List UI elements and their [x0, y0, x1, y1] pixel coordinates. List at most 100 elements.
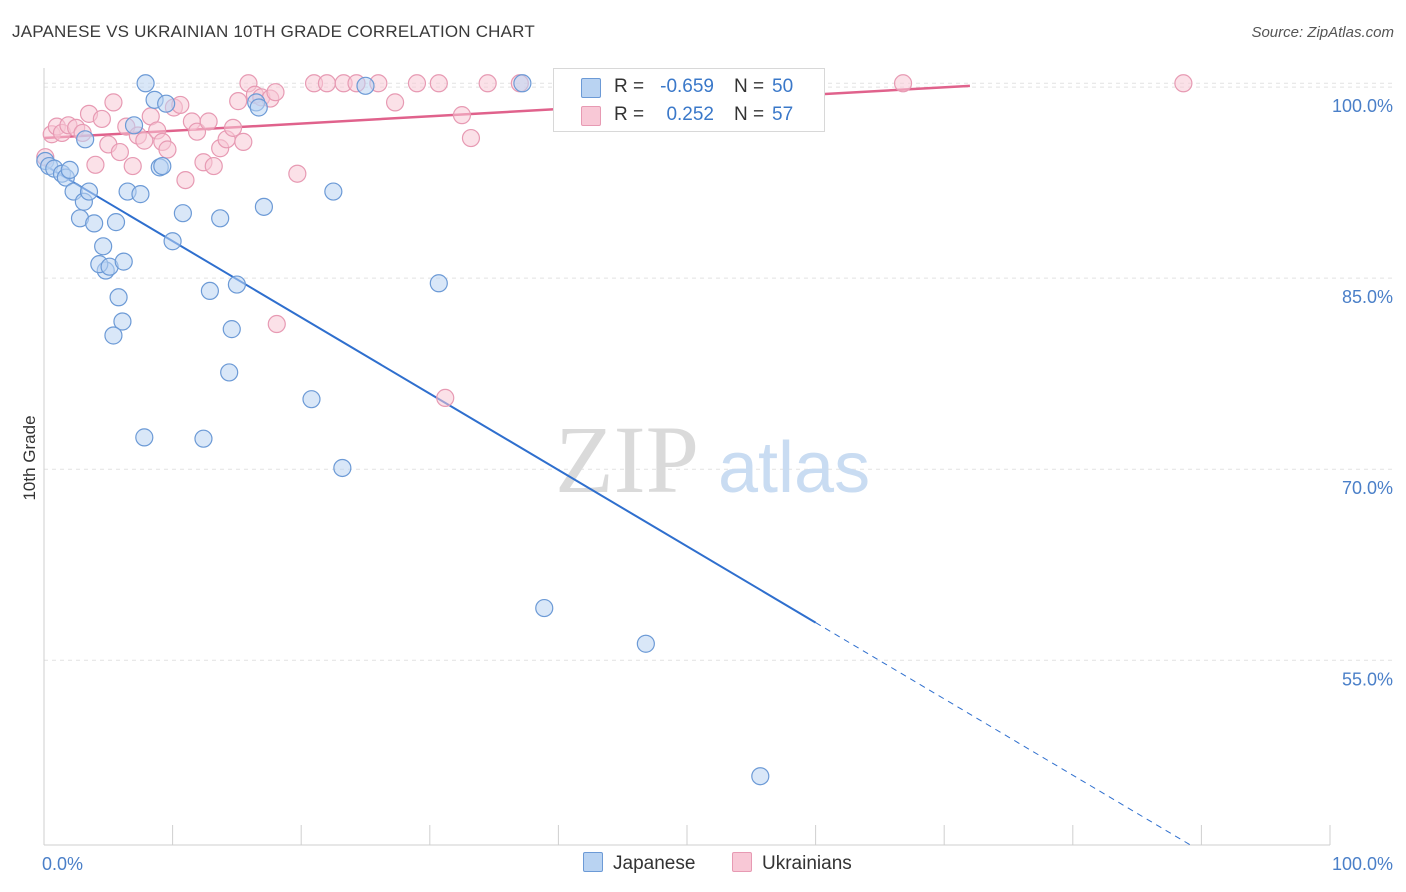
point-ukrainians — [204, 156, 223, 176]
japanese-swatch — [583, 852, 603, 872]
y-tick-label: 55.0% — [1342, 669, 1393, 689]
point-japanese — [220, 363, 239, 382]
legend-item-japanese[interactable]: Japanese — [583, 852, 695, 875]
ukrainian-swatch — [581, 106, 601, 126]
point-japanese — [124, 116, 144, 135]
point-japanese — [114, 252, 133, 271]
point-ukrainians — [478, 74, 497, 93]
point-japanese — [751, 767, 770, 786]
point-japanese — [60, 160, 79, 180]
y-tick-label: 85.0% — [1342, 287, 1393, 307]
point-japanese — [324, 182, 343, 201]
x-tick-label: 100.0% — [1332, 854, 1393, 874]
ukrainian-swatch — [732, 852, 752, 872]
y-tick-label: 100.0% — [1332, 96, 1393, 116]
point-ukrainians — [229, 92, 248, 111]
point-japanese — [429, 274, 448, 293]
point-japanese — [104, 326, 123, 345]
legend-row-ukrainians: R = 0.252 N = 57 — [554, 101, 824, 129]
point-ukrainians — [176, 170, 195, 190]
r-value: 0.252 — [666, 104, 714, 125]
point-japanese — [302, 390, 321, 409]
point-japanese — [79, 182, 99, 201]
point-ukrainians — [461, 128, 481, 148]
point-ukrainians — [452, 106, 472, 125]
point-japanese — [85, 214, 104, 233]
point-japanese — [136, 74, 155, 93]
tick-labels: 100.0% 85.0% 70.0% 55.0% 0.0% 100.0% — [42, 96, 1393, 874]
point-ukrainians — [199, 112, 218, 131]
watermark: ZIP atlas — [555, 406, 870, 513]
n-value: 50 — [772, 76, 794, 97]
point-japanese — [173, 204, 192, 223]
point-ukrainians — [123, 156, 142, 176]
point-japanese — [109, 288, 128, 307]
n-label: N = — [734, 104, 765, 125]
point-ukrainians — [104, 93, 123, 112]
y-axis-label: 10th Grade — [20, 415, 39, 500]
point-ukrainians — [187, 122, 207, 141]
point-ukrainians — [158, 140, 177, 159]
source-credit: Source: ZipAtlas.com — [1251, 24, 1394, 41]
legend-label-ukrainians: Ukrainians — [762, 853, 852, 874]
data-points — [36, 74, 1193, 786]
r-value: -0.659 — [660, 76, 714, 97]
point-japanese — [163, 232, 182, 251]
trend-line-japanese-extension — [815, 622, 1191, 846]
point-ukrainians — [288, 164, 307, 183]
point-ukrainians — [234, 132, 253, 151]
r-label: R = — [614, 76, 645, 97]
point-ukrainians — [893, 74, 913, 93]
point-ukrainians — [1174, 74, 1193, 93]
point-japanese — [227, 275, 246, 294]
trend-line-japanese — [43, 163, 817, 624]
point-japanese — [211, 209, 230, 228]
point-japanese — [356, 76, 375, 95]
chart-title: JAPANESE VS UKRAINIAN 10TH GRADE CORRELA… — [12, 22, 535, 41]
point-ukrainians — [267, 314, 286, 334]
point-japanese — [153, 156, 172, 176]
watermark-atlas: atlas — [718, 428, 870, 508]
point-japanese — [636, 634, 655, 653]
point-japanese — [249, 98, 268, 117]
point-japanese — [94, 237, 113, 256]
point-japanese — [200, 281, 219, 301]
point-ukrainians — [407, 74, 427, 93]
point-japanese — [254, 197, 274, 216]
x-tick-label: 0.0% — [42, 854, 83, 874]
point-ukrainians — [436, 388, 455, 408]
point-ukrainians — [110, 142, 129, 162]
n-label: N = — [734, 76, 765, 97]
point-ukrainians — [223, 118, 243, 137]
point-japanese — [535, 598, 554, 618]
point-japanese — [106, 213, 126, 232]
point-japanese — [194, 429, 213, 448]
point-japanese — [76, 130, 95, 149]
stats-legend: R = -0.659 N = 50 R = 0.252 N = 57 — [553, 68, 825, 132]
point-ukrainians — [92, 109, 111, 129]
legend-row-japanese: R = -0.659 N = 50 — [554, 73, 824, 101]
point-japanese — [131, 185, 150, 204]
point-japanese — [333, 458, 352, 478]
point-japanese — [513, 74, 532, 93]
point-ukrainians — [86, 155, 105, 174]
axes — [43, 68, 1331, 846]
point-ukrainians — [317, 74, 337, 93]
point-japanese — [157, 94, 176, 113]
point-ukrainians — [135, 131, 154, 150]
japanese-swatch — [581, 78, 601, 98]
point-japanese — [113, 312, 132, 331]
y-tick-label: 70.0% — [1342, 478, 1393, 498]
point-ukrainians — [385, 93, 405, 112]
grid-lines — [44, 82, 1395, 661]
r-label: R = — [614, 104, 645, 125]
point-japanese — [222, 320, 241, 339]
legend-item-ukrainians[interactable]: Ukrainians — [732, 852, 852, 875]
legend-label-japanese: Japanese — [613, 853, 696, 874]
n-value: 57 — [772, 104, 794, 125]
point-ukrainians — [429, 74, 448, 93]
point-japanese — [135, 428, 154, 447]
point-ukrainians — [266, 83, 285, 102]
watermark-zip: ZIP — [555, 406, 699, 513]
